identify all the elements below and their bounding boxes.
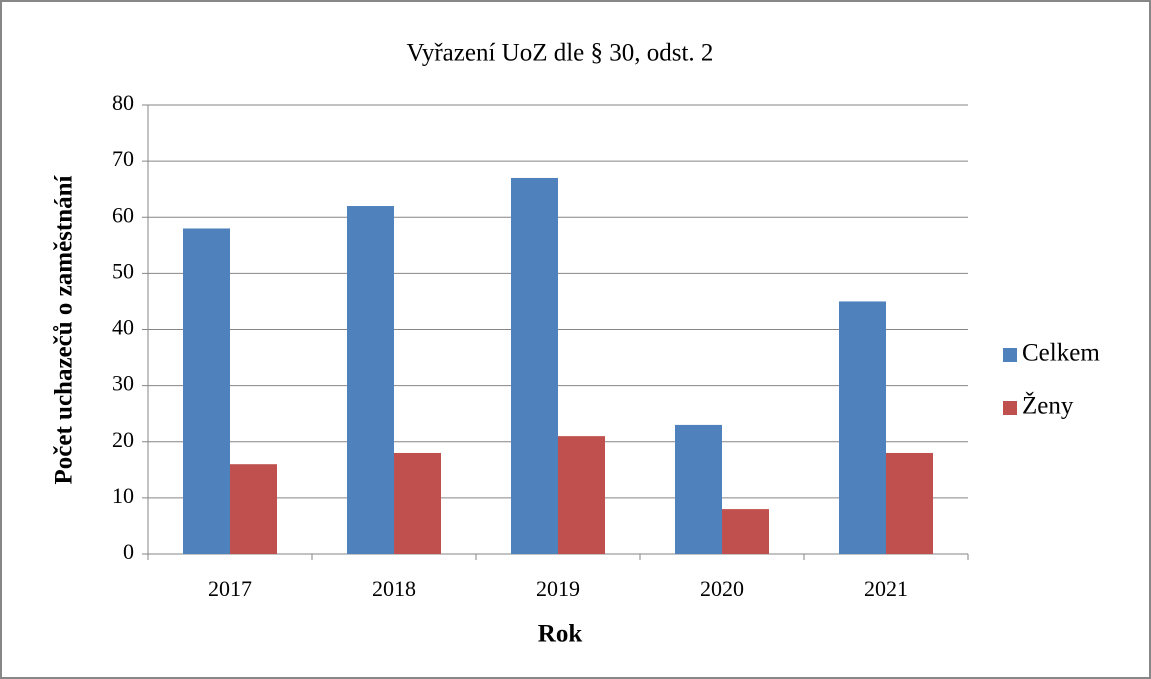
y-tick-label: 80 — [112, 90, 134, 115]
bar — [675, 424, 722, 554]
x-tick-label: 2020 — [700, 576, 744, 601]
y-tick-label: 30 — [112, 371, 134, 396]
bar — [394, 452, 441, 554]
y-axis-label: Počet uchazečů o zaměstnání — [51, 174, 78, 484]
bar — [839, 301, 886, 554]
legend-swatch — [1003, 401, 1017, 415]
x-tick-label: 2021 — [864, 576, 908, 601]
y-tick-label: 10 — [112, 483, 134, 508]
bar — [511, 177, 558, 554]
bar — [886, 452, 933, 554]
y-tick-label: 20 — [112, 427, 134, 452]
bar — [347, 206, 394, 554]
y-tick-label: 60 — [112, 202, 134, 227]
y-tick-label: 40 — [112, 315, 134, 340]
legend-swatch — [1003, 348, 1017, 362]
y-tick-label: 70 — [112, 146, 134, 171]
x-tick-label: 2018 — [372, 576, 416, 601]
legend-label: Celkem — [1022, 340, 1100, 367]
bar — [183, 228, 230, 554]
bar — [230, 464, 277, 554]
x-tick-label: 2019 — [536, 576, 580, 601]
bar — [558, 436, 605, 554]
bar — [722, 509, 769, 554]
legend-label: Ženy — [1022, 392, 1074, 420]
chart-title: Vyřazení UoZ dle § 30, odst. 2 — [407, 40, 714, 67]
x-axis-label: Rok — [538, 621, 583, 648]
x-tick-label: 2017 — [208, 576, 252, 601]
y-tick-label: 50 — [112, 258, 134, 283]
y-tick-label: 0 — [123, 539, 134, 564]
